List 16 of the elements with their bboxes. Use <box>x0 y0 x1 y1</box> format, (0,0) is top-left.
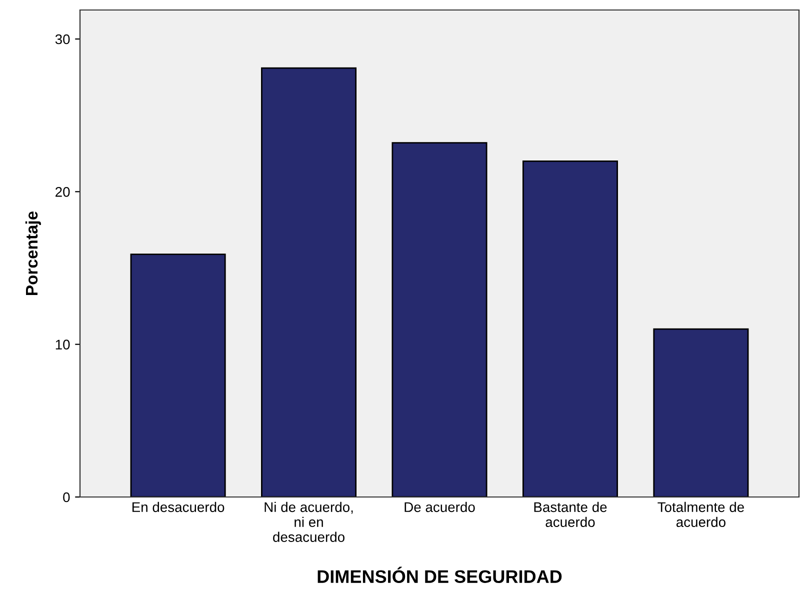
bar <box>130 254 226 497</box>
bar <box>653 328 749 497</box>
y-tick-label: 0 <box>63 492 70 502</box>
bar <box>392 142 488 497</box>
x-axis-title: DIMENSIÓN DE SEGURIDAD <box>318 566 562 583</box>
y-tick-label: 20 <box>56 187 70 197</box>
bar <box>261 67 357 497</box>
x-tick-label: En desacuerdo <box>132 502 224 512</box>
y-axis-title: Porcentaje <box>25 211 41 295</box>
x-tick-label: Totalmente de acuerdo <box>658 502 744 528</box>
y-tick-label: 10 <box>56 340 70 350</box>
y-tick-label: 30 <box>55 34 70 44</box>
x-tick-label: Ni de acuerdo, ni en desacuerdo <box>264 502 353 542</box>
bar <box>522 160 618 497</box>
x-tick-label: De acuerdo <box>404 502 475 512</box>
x-tick-label: Bastante de acuerdo <box>534 502 607 528</box>
